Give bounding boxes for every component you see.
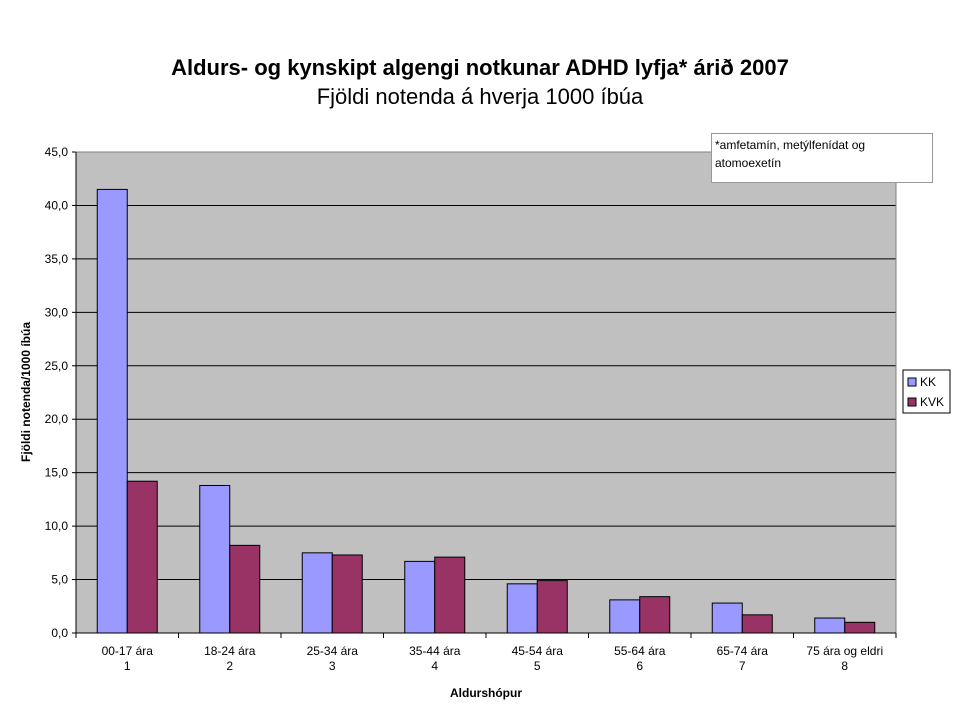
bar [331,554,363,634]
y-tick-label: 20,0 [45,412,69,426]
x-tick-label: 75 ára og eldri [806,644,883,658]
bar [229,544,261,634]
y-axis-label: Fjöldi notenda/1000 íbúa [19,322,33,462]
y-tick-label: 10,0 [45,519,69,533]
bar [506,583,538,634]
x-tick-label: 18-24 ára [204,644,256,658]
y-tick-label: 30,0 [45,305,69,319]
x-tick-label: 2 [226,659,233,673]
x-tick-label: 55-64 ára [614,644,666,658]
x-tick-label: 6 [636,659,643,673]
x-tick-label: 00-17 ára [102,644,154,658]
bar [814,617,846,634]
legend-swatch [907,377,917,387]
x-tick-label: 35-44 ára [409,644,461,658]
x-tick-label: 5 [534,659,541,673]
x-tick-label: 4 [431,659,438,673]
x-axis-label: Aldurshópur [450,686,522,700]
x-tick-label: 7 [739,659,746,673]
y-tick-label: 0,0 [51,626,68,640]
x-tick-label: 45-54 ára [512,644,564,658]
bar [711,602,743,634]
y-tick-label: 25,0 [45,359,69,373]
chart-subtitle: Fjöldi notenda á hverja 1000 íbúa [317,84,644,109]
y-tick-label: 5,0 [51,573,68,587]
bar [301,552,333,634]
y-tick-label: 15,0 [45,466,69,480]
bar [639,596,671,634]
bar [96,188,128,634]
bar [199,484,231,634]
x-tick-label: 8 [841,659,848,673]
bar [609,599,641,634]
bar [434,556,466,634]
x-tick-label: 65-74 ára [717,644,769,658]
legend-label: KK [920,375,936,389]
y-tick-label: 45,0 [45,145,69,159]
plot-area [76,152,896,633]
legend-label: KVK [920,395,944,409]
bar [536,580,568,634]
bar [404,560,436,634]
y-tick-label: 35,0 [45,252,69,266]
bar [741,614,773,634]
bar [844,621,876,634]
annotation: *amfetamín, metýlfenídat og atomoexetín [711,133,933,183]
x-tick-label: 25-34 ára [307,644,359,658]
x-tick-label: 3 [329,659,336,673]
x-tick-label: 1 [124,659,131,673]
chart-title: Aldurs- og kynskipt algengi notkunar ADH… [171,55,789,80]
bar [126,480,158,634]
legend-swatch [907,397,917,407]
y-tick-label: 40,0 [45,198,69,212]
